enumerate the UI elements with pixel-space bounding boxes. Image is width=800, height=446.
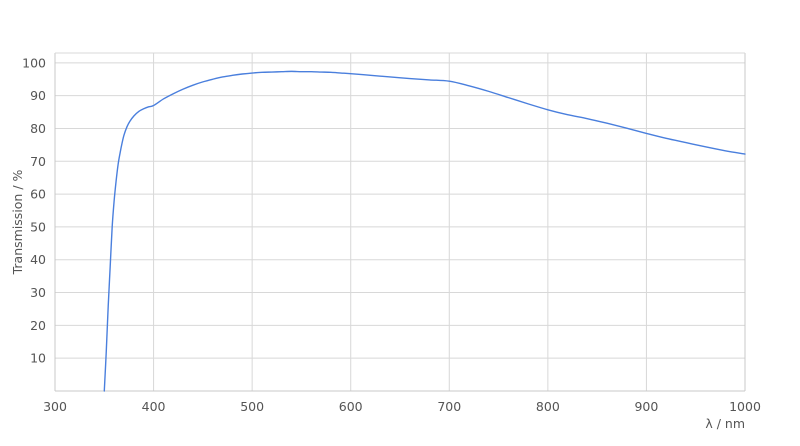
x-axis-title: λ / nm xyxy=(705,416,745,431)
x-tick-label: 700 xyxy=(437,399,461,414)
x-tick-label: 400 xyxy=(142,399,166,414)
y-axis-title: Transmission / % xyxy=(10,169,25,275)
y-tick-label: 20 xyxy=(30,318,46,333)
x-tick-label: 600 xyxy=(339,399,363,414)
x-axis-tick-labels: 300 400 500 600 700 800 900 1000 xyxy=(43,399,761,414)
grid-lines xyxy=(55,53,745,391)
transmission-curve xyxy=(103,70,746,392)
y-tick-label: 10 xyxy=(30,351,46,366)
x-tick-label: 800 xyxy=(536,399,560,414)
x-tick-label: 900 xyxy=(634,399,658,414)
x-tick-label: 1000 xyxy=(729,399,761,414)
plot-frame xyxy=(54,52,746,392)
y-tick-label: 80 xyxy=(30,121,46,136)
y-tick-label: 50 xyxy=(30,219,46,234)
y-axis-tick-labels: 10 20 30 40 50 60 70 80 90 100 xyxy=(22,55,46,365)
y-tick-label: 70 xyxy=(30,154,46,169)
y-tick-label: 90 xyxy=(30,88,46,103)
x-tick-label: 300 xyxy=(43,399,67,414)
y-tick-label: 60 xyxy=(30,187,46,202)
y-tick-label: 100 xyxy=(22,55,46,70)
y-tick-label: 40 xyxy=(30,252,46,267)
y-tick-label: 30 xyxy=(30,285,46,300)
x-tick-label: 500 xyxy=(240,399,264,414)
